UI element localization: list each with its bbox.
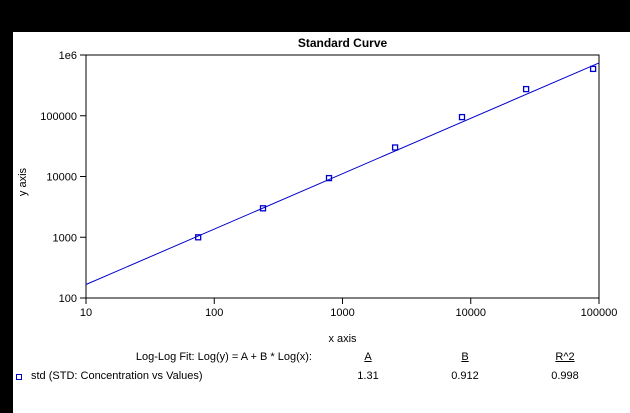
chart-title: Standard Curve [297, 36, 388, 50]
x-tick-marks [85, 298, 600, 304]
x-tick-label-1000: 1000 [330, 307, 354, 319]
legend-item: std (STD: Concentration vs Values) [16, 370, 203, 382]
data-point-marker [259, 205, 267, 212]
y-axis-title: y axis [17, 167, 29, 196]
legend-label: std (STD: Concentration vs Values) [31, 370, 203, 382]
fit-value-a: 1.31 [357, 370, 379, 382]
series-marker-icon [16, 373, 22, 380]
data-point-marker [325, 174, 333, 182]
x-tick-label-100000: 100000 [581, 307, 618, 319]
column-header-a: A [364, 351, 372, 363]
fit-equation-label: Log-Log Fit: Log(y) = A + B * Log(x): [135, 351, 312, 363]
data-point-marker [195, 234, 202, 241]
y-tick-label-100000: 100000 [40, 111, 77, 123]
x-tick-label-10000: 10000 [455, 307, 486, 319]
y-tick-label-1000: 1000 [53, 232, 77, 244]
plot-frame [85, 54, 600, 299]
column-header-b: B [461, 351, 469, 363]
fit-line [85, 62, 600, 285]
data-points [195, 65, 597, 241]
column-header-r2: R^2 [555, 351, 575, 363]
y-tick-label-1e6: 1e6 [59, 50, 77, 62]
y-tick-label-100: 100 [59, 293, 77, 305]
data-point-marker [589, 65, 597, 73]
y-tick-marks [80, 54, 86, 299]
plot-svg: 1e6 100000 10000 1000 100 10 100 1000 10… [17, 50, 618, 345]
y-tick-label-10000: 10000 [46, 172, 77, 184]
x-tick-label-100: 100 [205, 307, 223, 319]
x-tick-label-10: 10 [80, 307, 92, 319]
data-point-marker [458, 113, 466, 121]
data-point-marker [391, 144, 399, 151]
data-point-marker [522, 85, 530, 93]
x-axis-title: x axis [328, 333, 357, 345]
chart-panel: Standard Curve 1e6 100000 10000 1000 100 [13, 32, 630, 413]
fit-value-b: 0.912 [451, 370, 479, 382]
fit-value-r2: 0.998 [551, 370, 579, 382]
